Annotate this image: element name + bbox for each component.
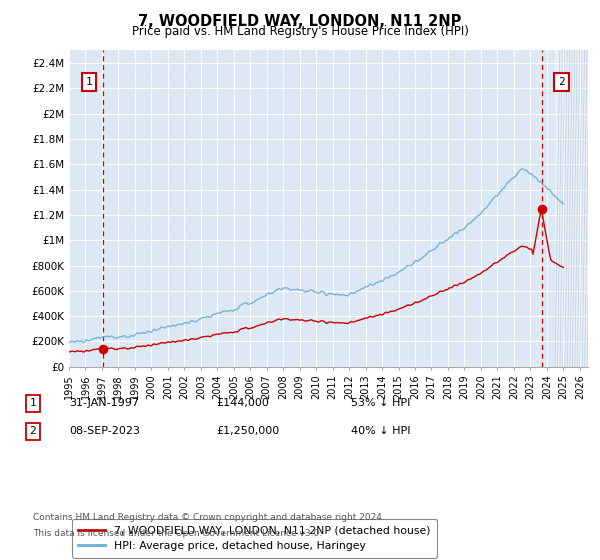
Text: 53% ↓ HPI: 53% ↓ HPI: [351, 398, 410, 408]
Text: 2: 2: [29, 426, 37, 436]
Legend: 7, WOODFIELD WAY, LONDON, N11 2NP (detached house), HPI: Average price, detached: 7, WOODFIELD WAY, LONDON, N11 2NP (detac…: [72, 519, 437, 558]
Text: Price paid vs. HM Land Registry's House Price Index (HPI): Price paid vs. HM Land Registry's House …: [131, 25, 469, 38]
Text: 1: 1: [29, 398, 37, 408]
Text: 1: 1: [85, 77, 92, 87]
Text: This data is licensed under the Open Government Licence v3.0.: This data is licensed under the Open Gov…: [33, 529, 322, 538]
Text: 40% ↓ HPI: 40% ↓ HPI: [351, 426, 410, 436]
Text: 2: 2: [558, 77, 565, 87]
Text: £1,250,000: £1,250,000: [216, 426, 279, 436]
Text: Contains HM Land Registry data © Crown copyright and database right 2024.: Contains HM Land Registry data © Crown c…: [33, 514, 385, 522]
Text: £144,000: £144,000: [216, 398, 269, 408]
Text: 7, WOODFIELD WAY, LONDON, N11 2NP: 7, WOODFIELD WAY, LONDON, N11 2NP: [139, 14, 461, 29]
Text: 31-JAN-1997: 31-JAN-1997: [69, 398, 139, 408]
Text: 08-SEP-2023: 08-SEP-2023: [69, 426, 140, 436]
